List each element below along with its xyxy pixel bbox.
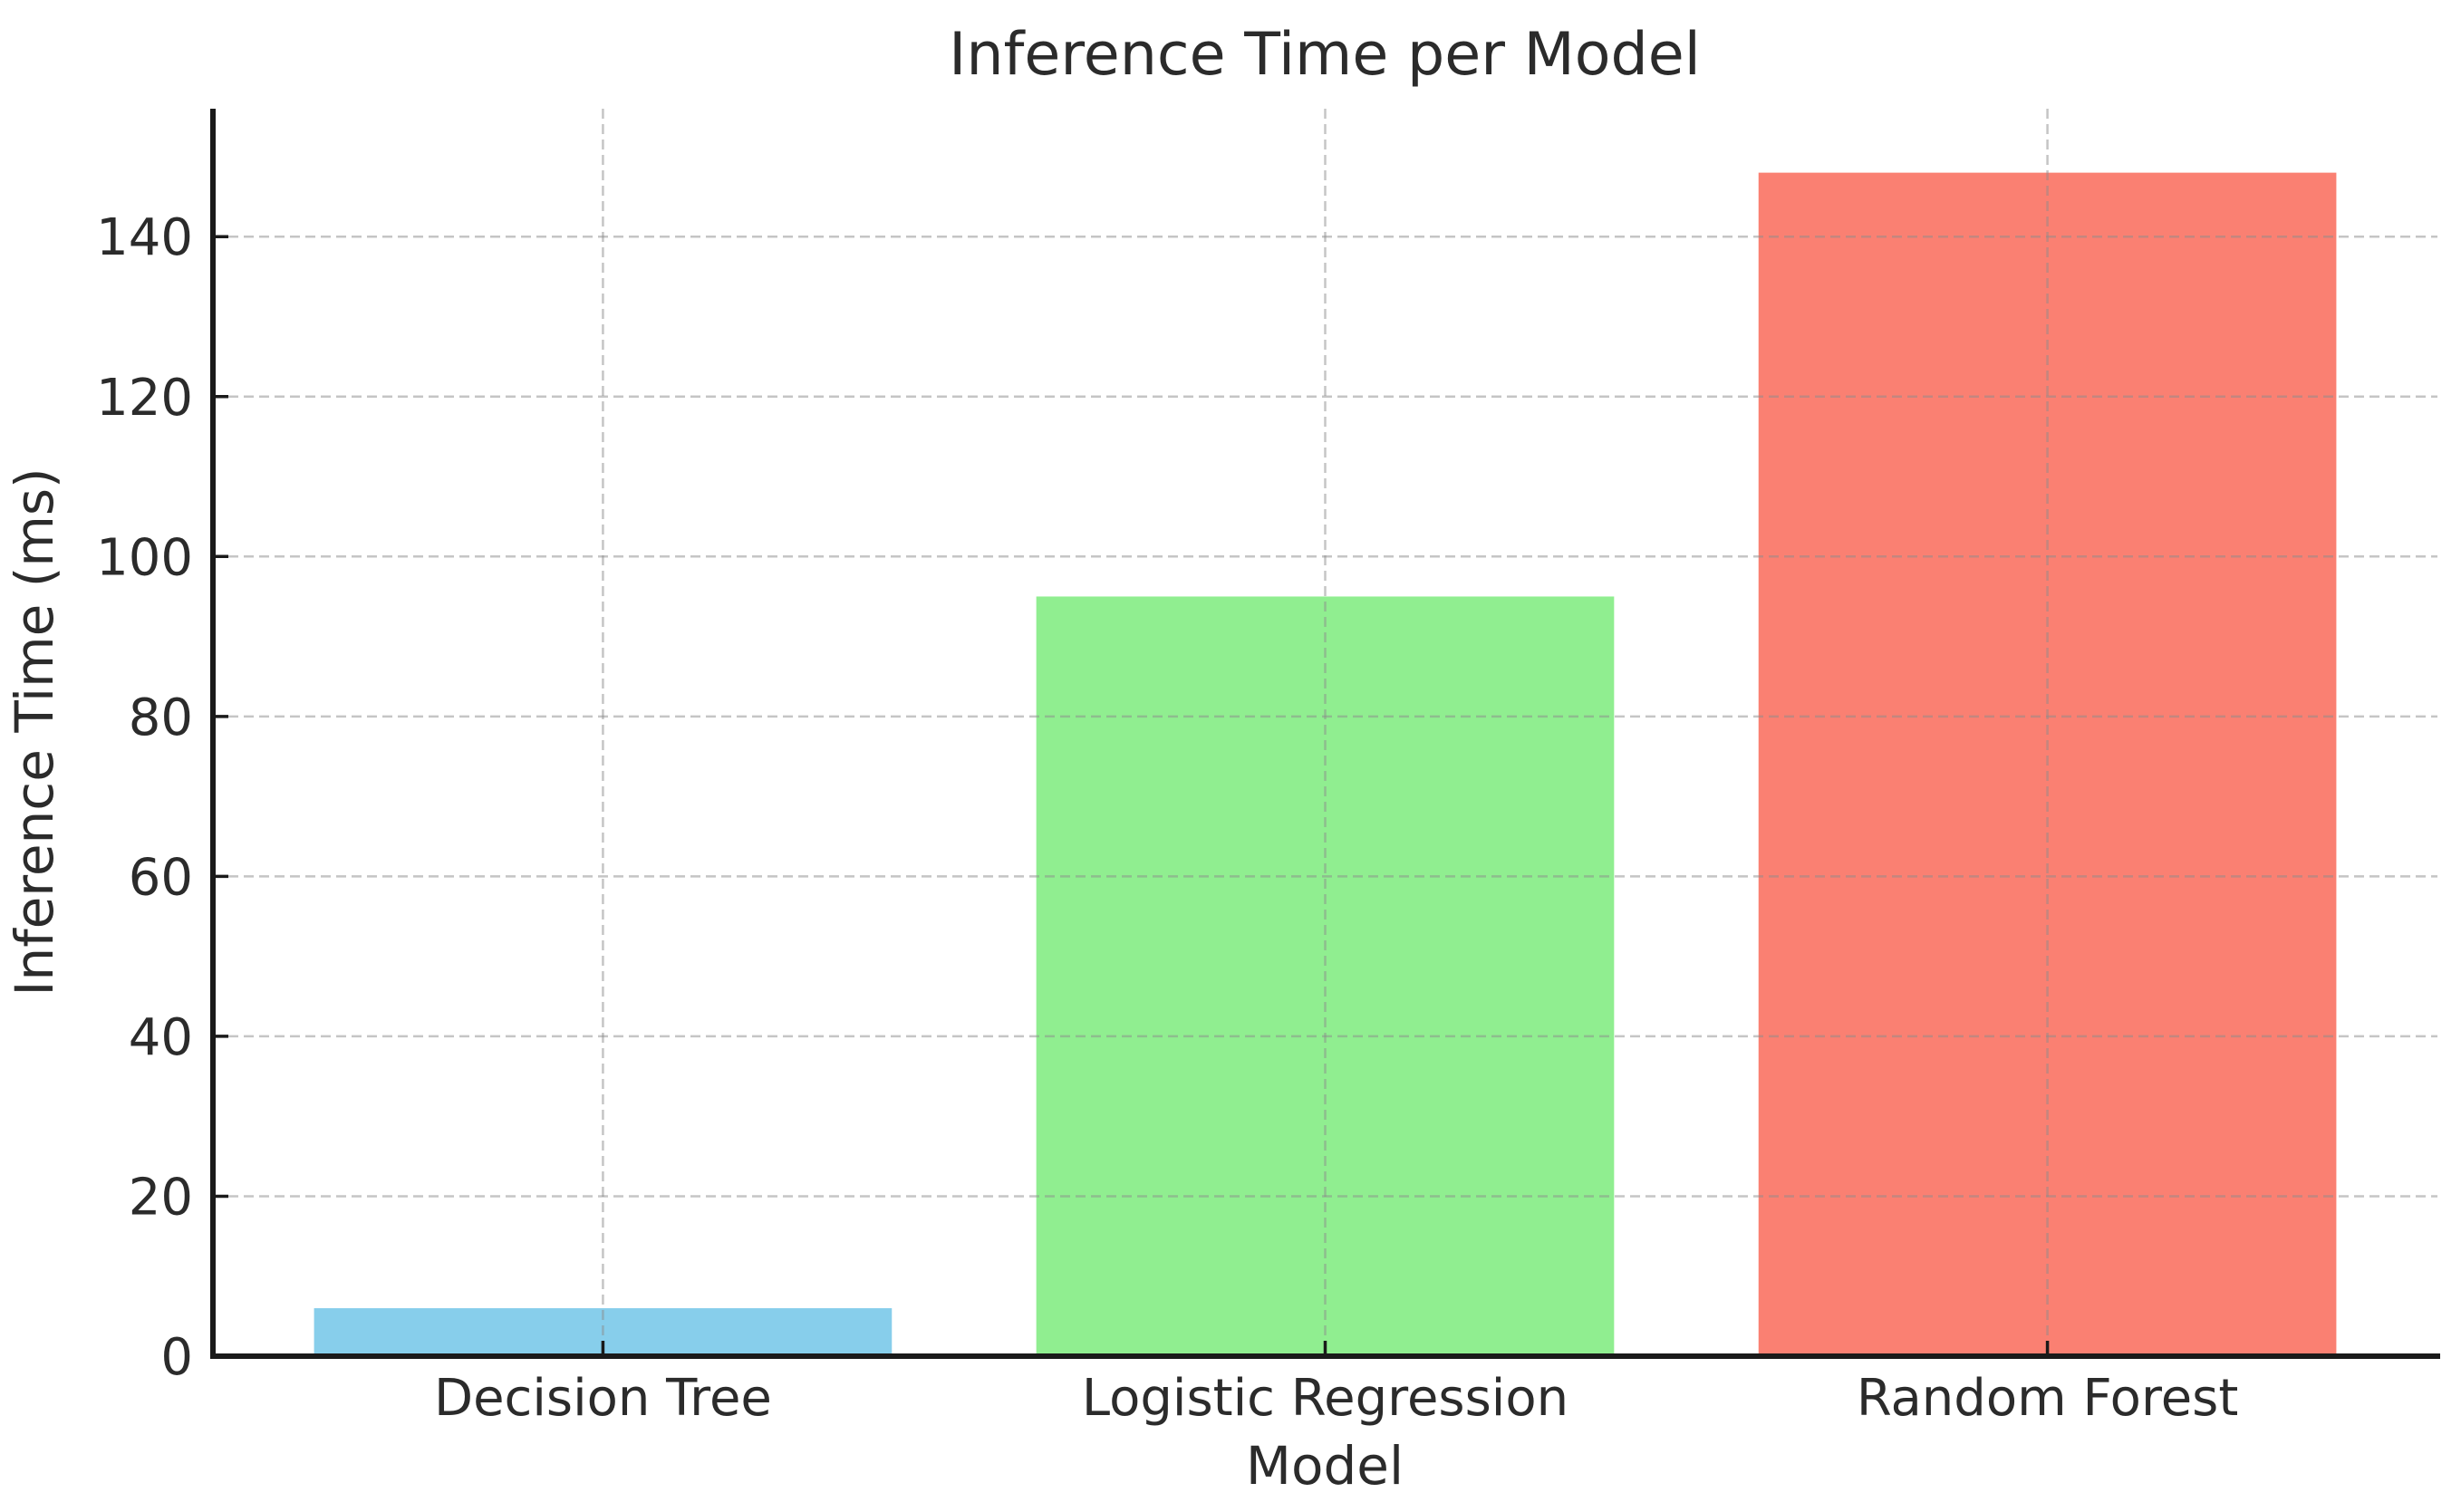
x-axis-label: Model [1246, 1435, 1404, 1497]
x-tick-label-1: Decision Tree [434, 1369, 772, 1428]
y-tick-label-0: 0 [160, 1328, 193, 1387]
y-tick-label-20: 20 [129, 1168, 193, 1227]
chart-title: Inference Time per Model [949, 21, 1701, 89]
y-tick-label-80: 80 [129, 689, 193, 747]
tick-labels-group: 0 20 40 60 80 100 120 140 Decision Tree Logistic … [96, 208, 2238, 1428]
axis-spines-group [210, 109, 2440, 1359]
y-tick-label-140: 140 [96, 208, 193, 267]
y-tick-label-120: 120 [96, 369, 193, 428]
x-tick-label-2: Logistic Regression [1082, 1369, 1568, 1428]
y-tick-label-40: 40 [129, 1008, 193, 1067]
x-tick-label-3: Random Forest [1857, 1369, 2239, 1428]
y-axis-label: Inference Time (ms) [4, 467, 65, 996]
gridlines-group [213, 109, 2437, 1356]
y-tick-label-100: 100 [96, 528, 193, 587]
y-tick-label-60: 60 [129, 848, 193, 907]
